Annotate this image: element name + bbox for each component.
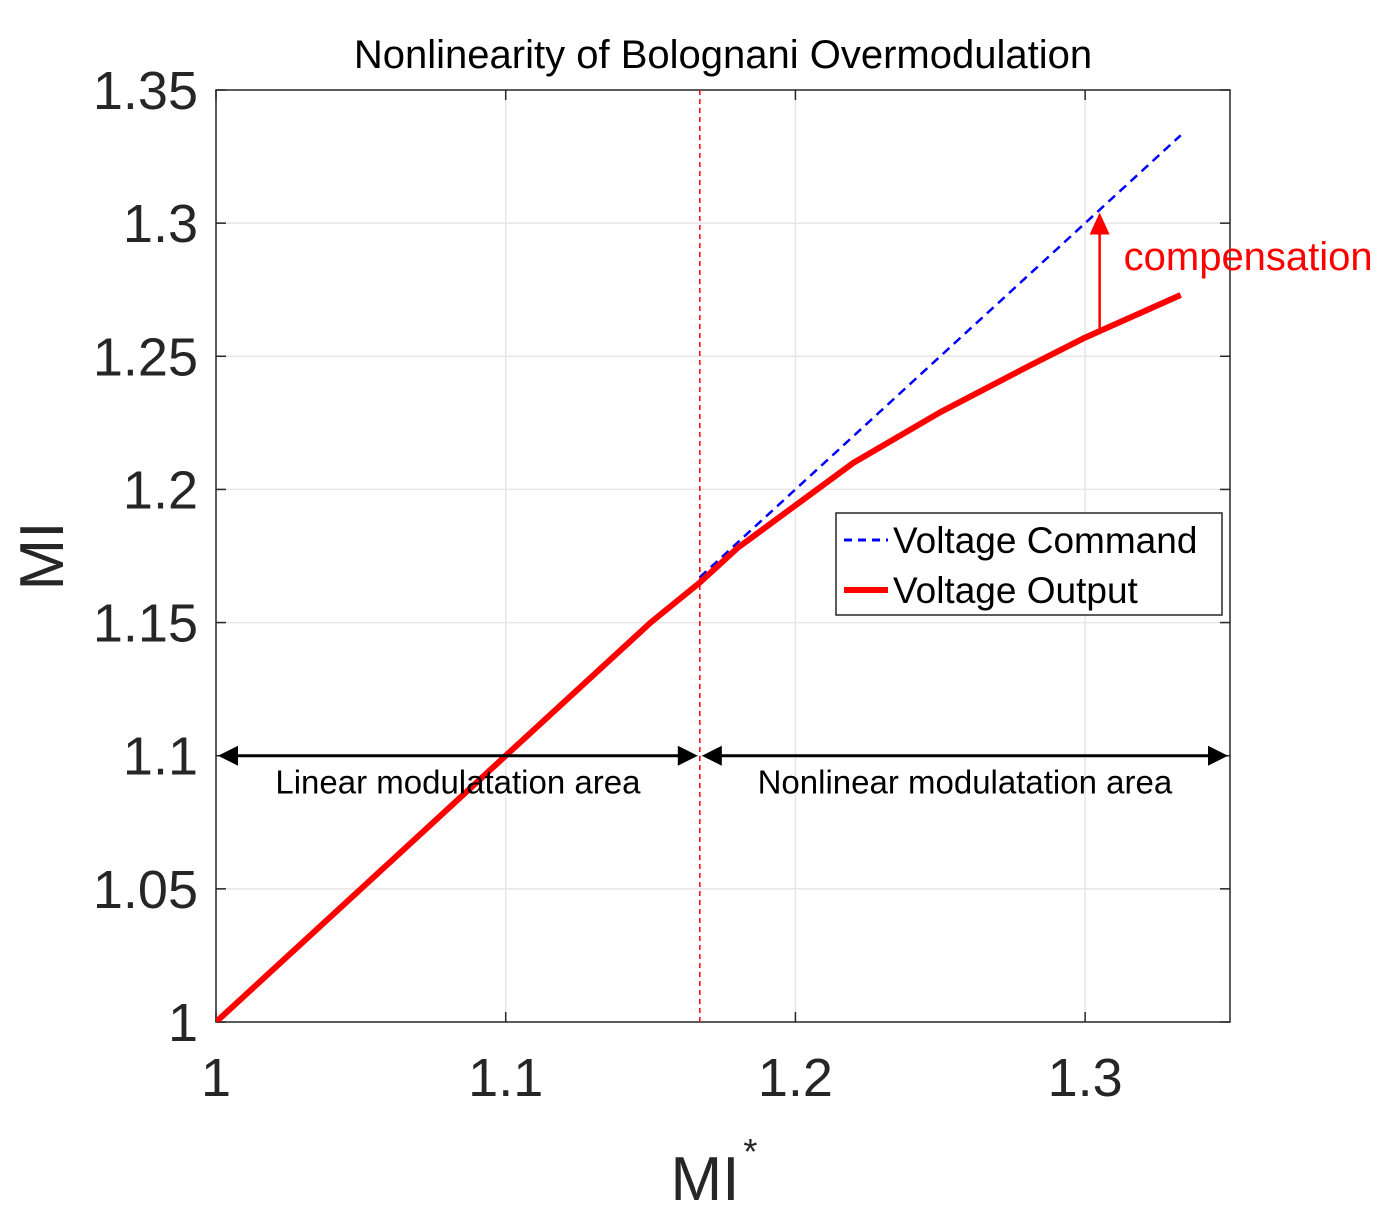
legend-label-voltage-output: Voltage Output <box>893 570 1139 611</box>
linear-region-arrow-head-left <box>218 745 238 766</box>
chart-title: Nonlinearity of Bolognani Overmodulation <box>354 33 1092 77</box>
series-line-voltage-command <box>698 134 1182 579</box>
y-tick-label: 1.05 <box>93 860 198 920</box>
linear-region-arrow-head-right <box>677 745 698 766</box>
plot-frame <box>215 89 1231 1023</box>
compensation-arrow <box>1089 212 1110 333</box>
y-tick-label: 1.1 <box>123 727 198 787</box>
x-axis-label-superscript: * <box>743 1131 757 1172</box>
legend-label-voltage-command: Voltage Command <box>893 520 1197 561</box>
y-tick-labels: 1 1.05 1.1 1.15 1.2 1.25 1.3 1.35 <box>93 61 198 1053</box>
nonlinear-region-arrow-head-right <box>1208 745 1228 766</box>
compensation-arrow-head <box>1089 212 1110 235</box>
nonlinear-region-arrow <box>701 745 1228 766</box>
compensation-label: compensation <box>1124 235 1373 279</box>
y-tick-label: 1.15 <box>93 594 198 654</box>
x-tick-label: 1.1 <box>468 1048 543 1108</box>
x-tick-label: 1 <box>201 1048 231 1108</box>
x-tick-labels: 1 1.1 1.2 1.3 <box>201 1048 1123 1108</box>
y-tick-label: 1.3 <box>123 194 198 254</box>
legend-box <box>835 512 1223 616</box>
y-axis-label: MI <box>8 522 77 591</box>
y-tick-label: 1.25 <box>93 327 198 387</box>
linear-region-label: Linear modulatation area <box>275 764 641 801</box>
nonlinear-region-label: Nonlinear modulatation area <box>758 764 1173 801</box>
series-line-voltage-output <box>216 292 1182 1022</box>
x-axis-label: MI * <box>671 1131 758 1214</box>
x-tick-label: 1.2 <box>758 1048 833 1108</box>
annotations: Linear modulatation area Nonlinear modula… <box>218 212 1373 801</box>
y-tick-label: 1 <box>168 993 198 1053</box>
x-axis-label-main: MI <box>671 1145 740 1214</box>
y-tick-label: 1.35 <box>93 61 198 121</box>
linear-region-arrow <box>218 745 698 766</box>
y-tick-label: 1.2 <box>123 460 198 520</box>
series-layer <box>216 90 1182 1022</box>
x-tick-label: 1.3 <box>1048 1048 1123 1108</box>
legend: Voltage Command Voltage Output <box>835 512 1223 616</box>
nonlinear-region-arrow-head-left <box>701 745 722 766</box>
